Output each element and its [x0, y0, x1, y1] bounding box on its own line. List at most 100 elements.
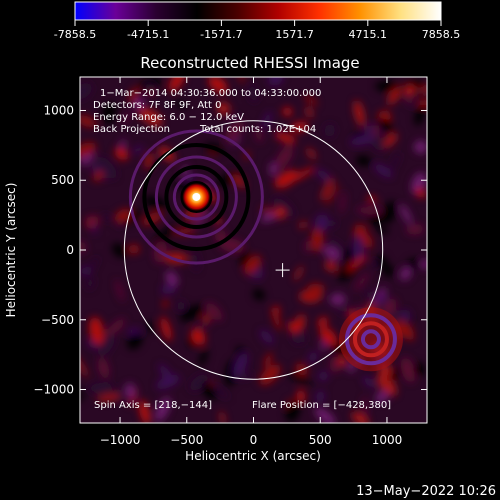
- heatmap-blob: [272, 197, 295, 217]
- x-tick-label: 1000: [372, 433, 403, 447]
- heatmap-blob: [201, 314, 211, 324]
- heatmap-blob: [337, 356, 348, 367]
- heatmap-blob: [273, 206, 286, 220]
- heatmap-blob: [325, 183, 339, 206]
- heatmap-blob: [340, 190, 346, 214]
- heatmap-blob: [391, 152, 400, 171]
- heatmap-blob: [400, 204, 412, 225]
- heatmap-blob: [414, 106, 426, 126]
- heatmap-blob: [198, 348, 208, 367]
- heatmap-blob: [382, 200, 396, 224]
- y-tick-label: −500: [41, 313, 74, 327]
- heatmap-blob: [144, 83, 156, 93]
- energy-range-text: Energy Range: 6.0 − 12.0 keV: [93, 112, 244, 123]
- heatmap-blob: [262, 111, 272, 130]
- heatmap-blob: [138, 399, 151, 423]
- heatmap-blob: [354, 224, 367, 233]
- source-ring: [154, 155, 238, 239]
- heatmap-blob: [138, 107, 163, 127]
- heatmap-blob: [269, 161, 278, 177]
- heatmap-blob: [268, 77, 284, 86]
- heatmap-blob: [97, 357, 110, 379]
- heatmap-blob: [193, 322, 211, 330]
- heatmap-blob: [362, 376, 376, 388]
- heatmap-blob: [353, 100, 365, 127]
- heatmap-blob: [276, 132, 296, 144]
- heatmap-blob: [89, 316, 104, 345]
- heatmap-blob: [219, 411, 226, 423]
- colorbar-tick-label: -7858.5: [54, 28, 96, 41]
- plot-area: [80, 77, 427, 423]
- heatmap-blob: [375, 80, 399, 92]
- heatmap-blob: [80, 355, 88, 377]
- heatmap-blob: [128, 87, 139, 104]
- colorbar-tick-label: 1571.7: [275, 28, 314, 41]
- colorbar-ticks: -7858.5 -4715.1 -1571.7 1571.7 4715.1 7858.5: [54, 20, 460, 41]
- heatmap-blob: [414, 140, 427, 154]
- heatmap-blob: [375, 390, 389, 403]
- heatmap-blob: [388, 364, 405, 382]
- heatmap-blob: [353, 235, 364, 263]
- heatmap-blob: [296, 389, 306, 403]
- heatmap-blob: [259, 364, 281, 386]
- x-tick-label: 0: [250, 433, 258, 447]
- heatmap-blob: [306, 283, 322, 297]
- heatmap-blob: [413, 362, 426, 376]
- heatmap-blob: [202, 381, 217, 401]
- time-range-text: 1−Mar−2014 04:30:36.000 to 04:33:00.000: [100, 88, 321, 99]
- y-tick-label: 500: [51, 173, 74, 187]
- heatmap-blob: [102, 213, 112, 222]
- heatmap-blob: [156, 374, 180, 390]
- colorbar-tick-label: 4715.1: [349, 28, 388, 41]
- heatmap-blob: [90, 216, 97, 236]
- heatmap-blob: [377, 117, 393, 134]
- heatmap-blob: [80, 83, 93, 100]
- heatmap-blob: [294, 265, 303, 281]
- heatmap-blob: [355, 155, 372, 167]
- heatmap-blob: [155, 397, 171, 422]
- heatmap-blob: [168, 77, 185, 92]
- heatmap-blob: [127, 244, 140, 254]
- solar-limb-circle: [123, 120, 384, 380]
- heatmap-blob: [115, 279, 124, 302]
- spin-axis-text: Spin Axis = [218,−144]: [94, 400, 212, 411]
- x-tick-label: −500: [170, 433, 203, 447]
- heatmap-blob: [248, 84, 258, 102]
- heatmap-blob: [420, 259, 427, 269]
- heatmap-blob: [274, 170, 298, 189]
- heatmap-blob: [322, 246, 342, 261]
- heatmap-blob: [121, 209, 142, 226]
- heatmap-blob: [244, 255, 261, 275]
- heatmap-blob: [240, 372, 253, 380]
- total-counts-text: Total counts: 1.02E+04: [199, 124, 316, 135]
- heatmap-blob: [80, 266, 90, 275]
- heatmap-blob: [97, 333, 115, 356]
- heatmap-blob: [80, 115, 96, 128]
- source-ring: [142, 142, 251, 251]
- heatmap-blob: [101, 103, 118, 118]
- y-tick-label: −1000: [33, 383, 74, 397]
- secondary-ring: [352, 321, 389, 358]
- heatmap-blob: [314, 214, 329, 232]
- heatmap-blob: [115, 221, 125, 228]
- heatmap-blob: [373, 163, 393, 178]
- secondary-ring: [360, 329, 381, 350]
- heatmap-blob: [416, 99, 427, 107]
- heatmap-blob: [346, 255, 368, 272]
- heatmap-blob: [353, 229, 374, 248]
- method-text: Back Projection: [93, 124, 170, 135]
- heatmap-blob: [328, 238, 346, 254]
- heatmap-blob: [287, 372, 312, 385]
- heatmap-blob: [406, 224, 424, 235]
- heatmap-blob: [381, 263, 394, 278]
- heatmap-blob: [319, 327, 337, 346]
- heatmap-blob: [291, 333, 302, 344]
- heatmap-blob: [374, 226, 390, 234]
- heatmap-blob: [254, 126, 263, 143]
- heatmap-blob: [122, 110, 132, 125]
- heatmap-blob: [259, 329, 274, 344]
- heatmap-blob: [314, 407, 336, 423]
- heatmap-blob: [160, 316, 172, 342]
- heatmap-blob: [174, 100, 188, 109]
